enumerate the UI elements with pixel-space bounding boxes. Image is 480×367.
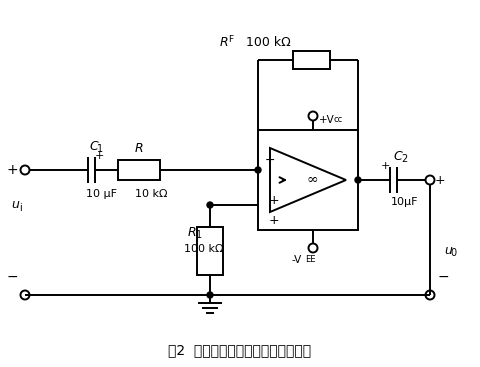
Text: R: R: [135, 142, 144, 155]
Text: 10 kΩ: 10 kΩ: [135, 189, 168, 199]
Text: cc: cc: [333, 116, 342, 124]
Circle shape: [355, 177, 361, 183]
Text: 100 kΩ: 100 kΩ: [184, 244, 224, 254]
Text: u: u: [444, 243, 452, 257]
Text: +V: +V: [319, 115, 335, 125]
Text: R: R: [188, 225, 197, 239]
Circle shape: [207, 292, 213, 298]
Text: 100 kΩ: 100 kΩ: [238, 36, 291, 48]
Text: 10μF: 10μF: [391, 197, 419, 207]
Text: +: +: [94, 151, 104, 161]
Text: +: +: [6, 163, 18, 177]
Bar: [118, 160, 160, 180]
Bar: [258, 130, 358, 230]
Circle shape: [207, 202, 213, 208]
Text: -V: -V: [291, 255, 301, 265]
Text: 0: 0: [450, 248, 456, 258]
Text: +: +: [435, 174, 445, 186]
Bar: [293, 51, 330, 69]
Text: i: i: [19, 203, 22, 213]
Text: 图2  双电源反相输入式交流放大电路: 图2 双电源反相输入式交流放大电路: [168, 343, 312, 357]
Text: 2: 2: [401, 154, 407, 164]
Text: −: −: [265, 153, 275, 167]
Text: +: +: [380, 161, 390, 171]
Text: −: −: [437, 270, 449, 284]
Circle shape: [255, 167, 261, 173]
Text: 1: 1: [196, 230, 202, 240]
Text: EE: EE: [305, 255, 315, 265]
Text: C: C: [89, 139, 98, 153]
Text: −: −: [6, 270, 18, 284]
Text: +: +: [269, 193, 279, 207]
Text: R: R: [220, 36, 228, 48]
Text: u: u: [11, 199, 19, 211]
Text: 1: 1: [97, 144, 103, 154]
Text: F: F: [228, 34, 233, 44]
Bar: [197, 227, 223, 275]
Text: ∞: ∞: [306, 173, 318, 187]
Text: +: +: [269, 214, 279, 226]
Text: 10 μF: 10 μF: [86, 189, 117, 199]
Text: C: C: [393, 149, 402, 163]
